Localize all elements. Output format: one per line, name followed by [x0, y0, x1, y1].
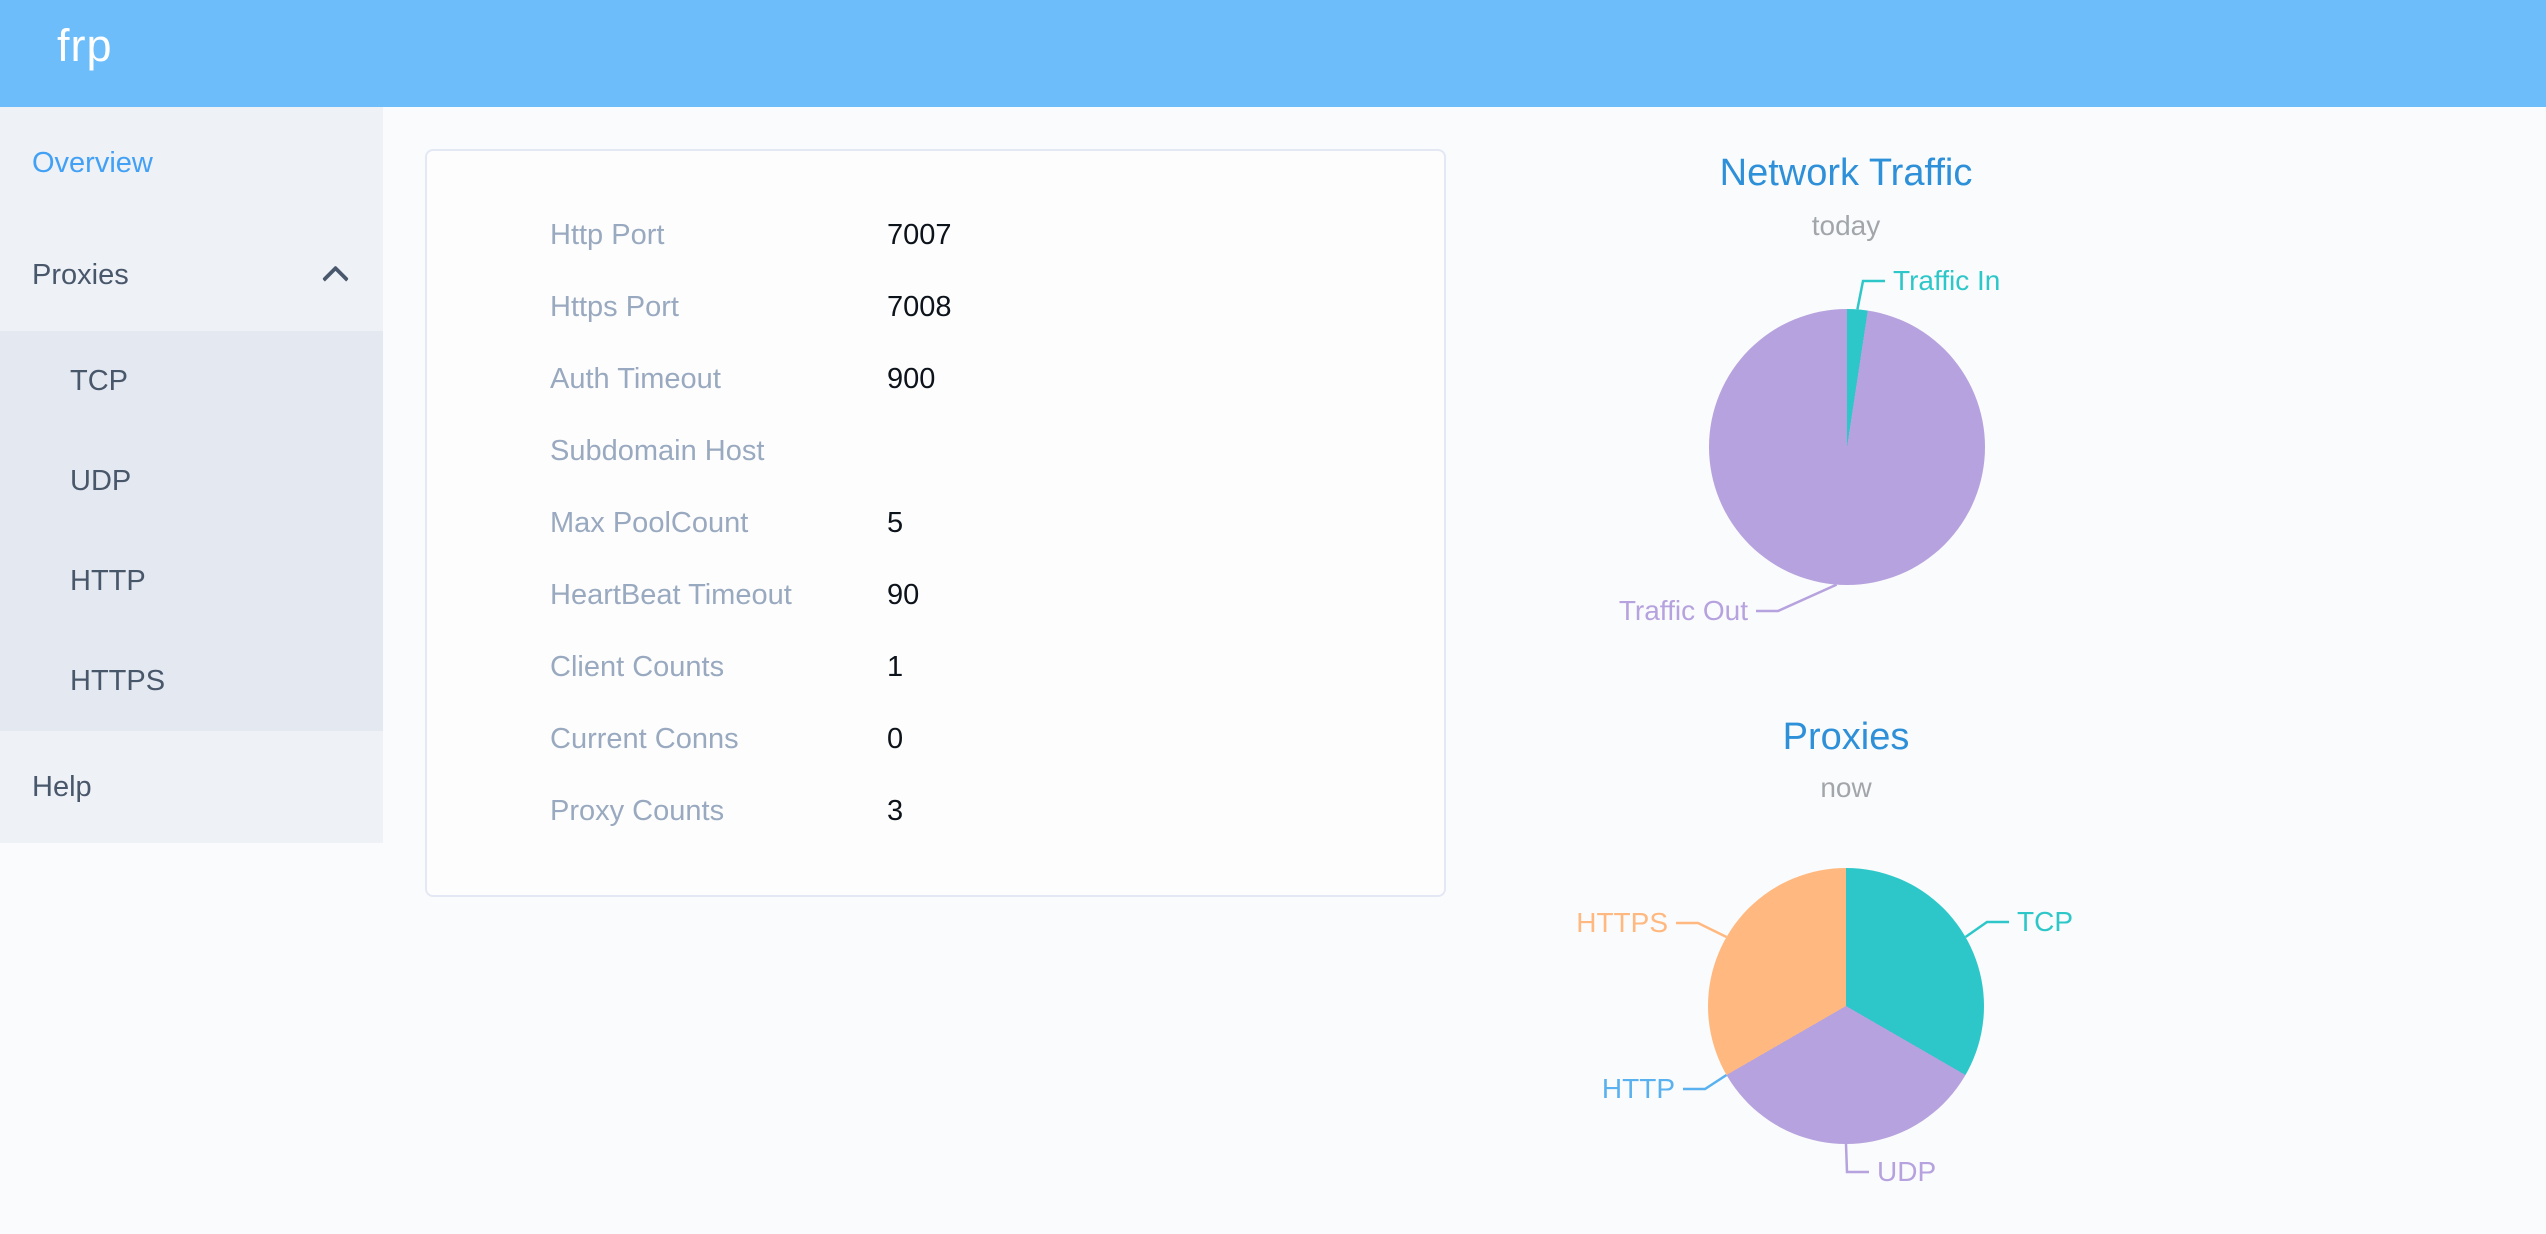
- server-config-form: Http Port 7007 Https Port 7008 Auth Time…: [427, 151, 1444, 833]
- config-value: 7007: [887, 219, 952, 251]
- pie-slice-label: Traffic Out: [1618, 595, 1748, 626]
- config-value: 5: [887, 507, 904, 539]
- sidebar-item-https-label: HTTPS: [70, 665, 166, 697]
- config-row-http-port: Http Port 7007: [550, 213, 1444, 257]
- sidebar-item-http[interactable]: HTTP: [0, 531, 383, 631]
- config-row-heartbeat-timeout: HeartBeat Timeout 90: [550, 573, 1444, 617]
- proxies-chart-title: Proxies: [1782, 716, 1910, 758]
- proxies-pie-chart: [1708, 868, 1984, 1144]
- pie-leader-line: [1756, 583, 1838, 613]
- network-traffic-pie-chart: [1709, 309, 1985, 585]
- config-value: 900: [887, 363, 936, 395]
- sidebar-item-help[interactable]: Help: [0, 731, 383, 843]
- server-config-card: Http Port 7007 Https Port 7008 Auth Time…: [425, 149, 1446, 897]
- config-label: Subdomain Host: [550, 435, 765, 467]
- config-row-proxy-counts: Proxy Counts 3: [550, 789, 1444, 833]
- pie-leader-line: [1856, 279, 1885, 310]
- pie-leader-line: [1676, 921, 1728, 939]
- config-row-max-poolcount: Max PoolCount 5: [550, 501, 1444, 545]
- sidebar-item-https[interactable]: HTTPS: [0, 631, 383, 731]
- config-value: 1: [887, 651, 904, 683]
- sidebar-item-tcp-label: TCP: [70, 365, 128, 397]
- config-value: 7008: [887, 291, 952, 323]
- config-row-auth-timeout: Auth Timeout 900: [550, 357, 1444, 401]
- config-label: Proxy Counts: [550, 795, 725, 827]
- chevron-up-icon: [322, 265, 349, 293]
- config-label: Https Port: [550, 291, 679, 323]
- pie-leader-line: [1964, 920, 2009, 939]
- app-logo: frp: [57, 20, 113, 71]
- network-traffic-chart-title: Network Traffic: [1719, 152, 1973, 194]
- config-value: 0: [887, 723, 904, 755]
- pie-slice-label: UDP: [1877, 1156, 1937, 1187]
- pie-slice-label: HTTP: [1601, 1073, 1675, 1104]
- app-header: frp: [0, 0, 2546, 107]
- pie-slice-label: TCP: [2017, 906, 2073, 937]
- config-value: 90: [887, 579, 920, 611]
- sidebar-nav: Overview Proxies TCP UDP HTTP HTTPS Help: [0, 107, 383, 843]
- pie-slice-label: HTTPS: [1576, 907, 1668, 938]
- config-row-https-port: Https Port 7008: [550, 285, 1444, 329]
- config-label: Max PoolCount: [550, 507, 749, 539]
- config-row-current-conns: Current Conns 0: [550, 717, 1444, 761]
- sidebar-item-overview-label: Overview: [32, 147, 153, 179]
- config-row-subdomain-host: Subdomain Host: [550, 429, 1444, 473]
- config-label: Current Conns: [550, 723, 739, 755]
- network-traffic-chart-subtitle: today: [1811, 210, 1881, 241]
- pie-leader-line: [1844, 1143, 1869, 1174]
- sidebar-item-http-label: HTTP: [70, 565, 146, 597]
- sidebar-item-proxies-label: Proxies: [32, 259, 129, 291]
- config-row-client-counts: Client Counts 1: [550, 645, 1444, 689]
- sidebar-item-overview[interactable]: Overview: [0, 107, 383, 219]
- config-label: Client Counts: [550, 651, 725, 683]
- config-label: HeartBeat Timeout: [550, 579, 792, 611]
- sidebar-item-tcp[interactable]: TCP: [0, 331, 383, 431]
- sidebar-item-udp-label: UDP: [70, 465, 132, 497]
- sidebar-item-proxies[interactable]: Proxies: [0, 219, 383, 331]
- proxies-submenu: TCP UDP HTTP HTTPS: [0, 331, 383, 731]
- pie-slice-label: Traffic In: [1893, 265, 2001, 296]
- config-value: 3: [887, 795, 904, 827]
- pie-leader-line: [1683, 1073, 1728, 1091]
- sidebar-item-help-label: Help: [32, 771, 92, 803]
- sidebar-item-udp[interactable]: UDP: [0, 431, 383, 531]
- config-label: Auth Timeout: [550, 363, 721, 395]
- proxies-chart-subtitle: now: [1820, 772, 1872, 803]
- config-label: Http Port: [550, 219, 665, 251]
